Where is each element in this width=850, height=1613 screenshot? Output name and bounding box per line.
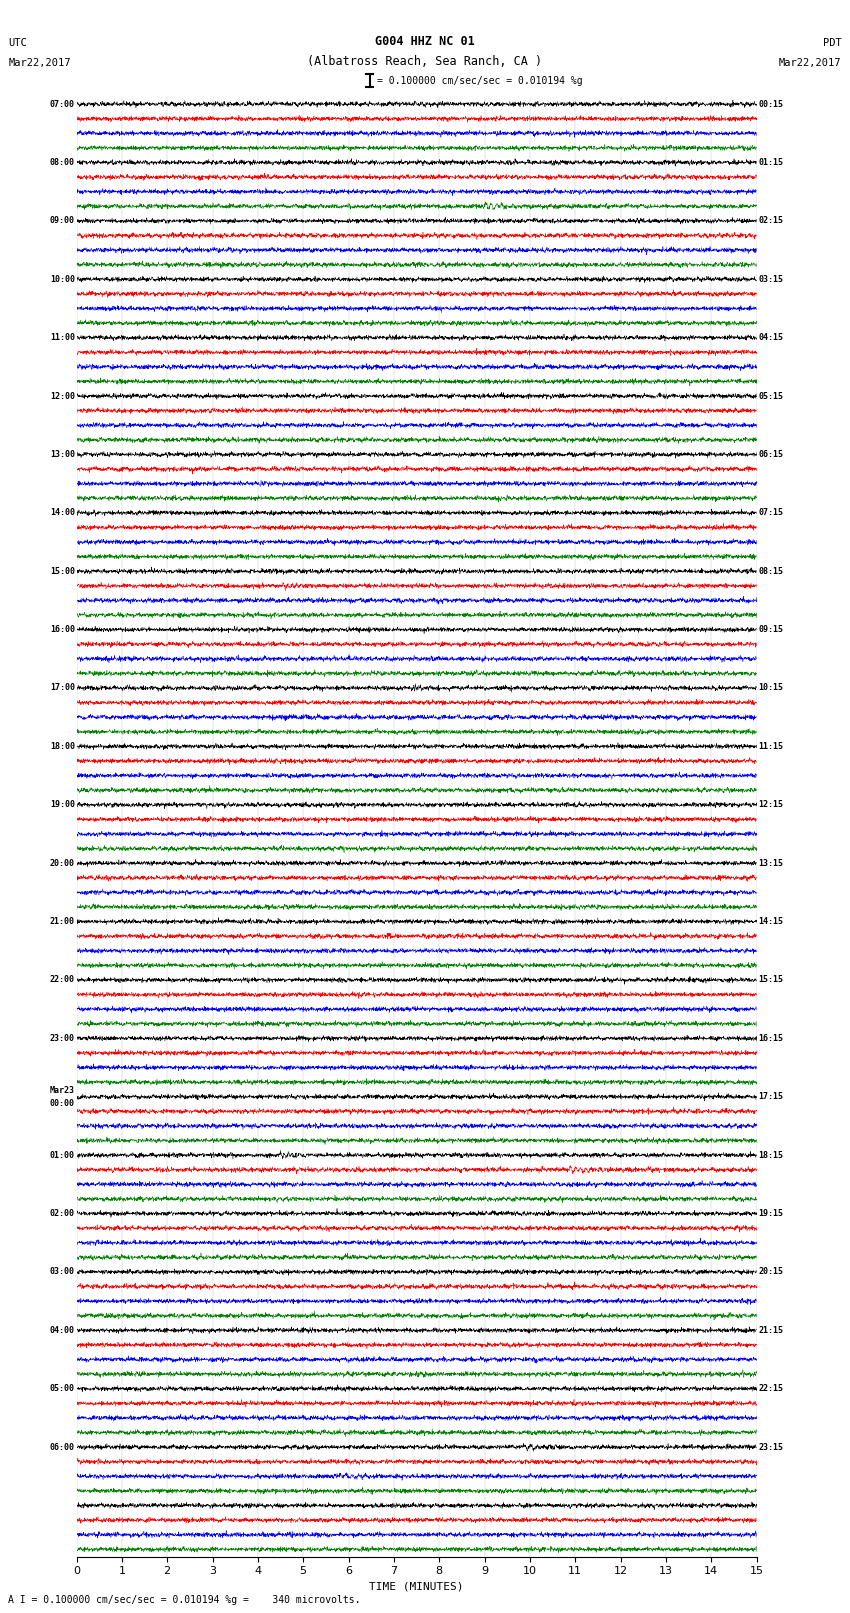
Text: 03:15: 03:15 — [758, 274, 783, 284]
Text: A I = 0.100000 cm/sec/sec = 0.010194 %g =    340 microvolts.: A I = 0.100000 cm/sec/sec = 0.010194 %g … — [8, 1595, 361, 1605]
Text: 06:15: 06:15 — [758, 450, 783, 460]
Text: 17:00: 17:00 — [50, 684, 75, 692]
Text: 10:00: 10:00 — [50, 274, 75, 284]
Text: 00:00: 00:00 — [50, 1098, 75, 1108]
Text: Mar23: Mar23 — [50, 1086, 75, 1095]
Text: 21:15: 21:15 — [758, 1326, 783, 1336]
Text: 22:00: 22:00 — [50, 976, 75, 984]
Text: 12:00: 12:00 — [50, 392, 75, 400]
Text: 20:15: 20:15 — [758, 1268, 783, 1276]
Text: 06:00: 06:00 — [50, 1442, 75, 1452]
Text: 17:15: 17:15 — [758, 1092, 783, 1102]
Text: Mar22,2017: Mar22,2017 — [8, 58, 71, 68]
Text: (Albatross Reach, Sea Ranch, CA ): (Albatross Reach, Sea Ranch, CA ) — [308, 55, 542, 68]
Text: 08:15: 08:15 — [758, 566, 783, 576]
Text: 07:00: 07:00 — [50, 100, 75, 108]
Text: 07:15: 07:15 — [758, 508, 783, 518]
Text: Mar22,2017: Mar22,2017 — [779, 58, 842, 68]
Text: 11:00: 11:00 — [50, 334, 75, 342]
Text: 01:00: 01:00 — [50, 1150, 75, 1160]
Text: 01:15: 01:15 — [758, 158, 783, 168]
Text: 18:15: 18:15 — [758, 1150, 783, 1160]
Text: G004 HHZ NC 01: G004 HHZ NC 01 — [375, 35, 475, 48]
Text: 21:00: 21:00 — [50, 918, 75, 926]
Text: 08:00: 08:00 — [50, 158, 75, 168]
Text: 00:15: 00:15 — [758, 100, 783, 108]
Text: 15:00: 15:00 — [50, 566, 75, 576]
Text: 05:00: 05:00 — [50, 1384, 75, 1394]
Text: 11:15: 11:15 — [758, 742, 783, 752]
Text: 20:00: 20:00 — [50, 858, 75, 868]
Text: 19:15: 19:15 — [758, 1210, 783, 1218]
X-axis label: TIME (MINUTES): TIME (MINUTES) — [369, 1582, 464, 1592]
Text: 05:15: 05:15 — [758, 392, 783, 400]
Text: 04:15: 04:15 — [758, 334, 783, 342]
Text: 13:15: 13:15 — [758, 858, 783, 868]
Text: 14:00: 14:00 — [50, 508, 75, 518]
Text: 10:15: 10:15 — [758, 684, 783, 692]
Text: 04:00: 04:00 — [50, 1326, 75, 1336]
Text: 15:15: 15:15 — [758, 976, 783, 984]
Text: 12:15: 12:15 — [758, 800, 783, 810]
Text: 09:00: 09:00 — [50, 216, 75, 226]
Text: 09:15: 09:15 — [758, 626, 783, 634]
Text: UTC: UTC — [8, 39, 27, 48]
Text: 19:00: 19:00 — [50, 800, 75, 810]
Text: 03:00: 03:00 — [50, 1268, 75, 1276]
Text: 16:00: 16:00 — [50, 626, 75, 634]
Text: 18:00: 18:00 — [50, 742, 75, 752]
Text: 23:15: 23:15 — [758, 1442, 783, 1452]
Text: 02:15: 02:15 — [758, 216, 783, 226]
Text: PDT: PDT — [823, 39, 842, 48]
Text: = 0.100000 cm/sec/sec = 0.010194 %g: = 0.100000 cm/sec/sec = 0.010194 %g — [377, 76, 582, 85]
Text: 16:15: 16:15 — [758, 1034, 783, 1044]
Text: 23:00: 23:00 — [50, 1034, 75, 1044]
Text: 14:15: 14:15 — [758, 918, 783, 926]
Text: 22:15: 22:15 — [758, 1384, 783, 1394]
Text: 13:00: 13:00 — [50, 450, 75, 460]
Text: 02:00: 02:00 — [50, 1210, 75, 1218]
